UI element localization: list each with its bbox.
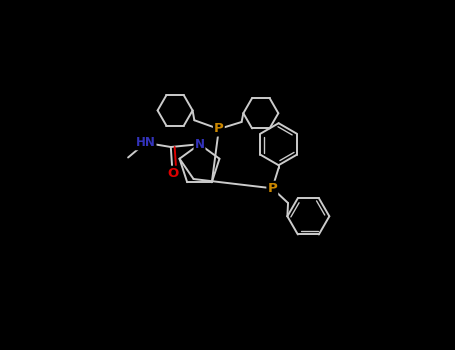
Text: P: P (214, 122, 224, 135)
Text: N: N (194, 138, 204, 151)
Text: P: P (268, 182, 277, 195)
Text: O: O (167, 167, 178, 180)
Text: HN: HN (136, 136, 156, 149)
